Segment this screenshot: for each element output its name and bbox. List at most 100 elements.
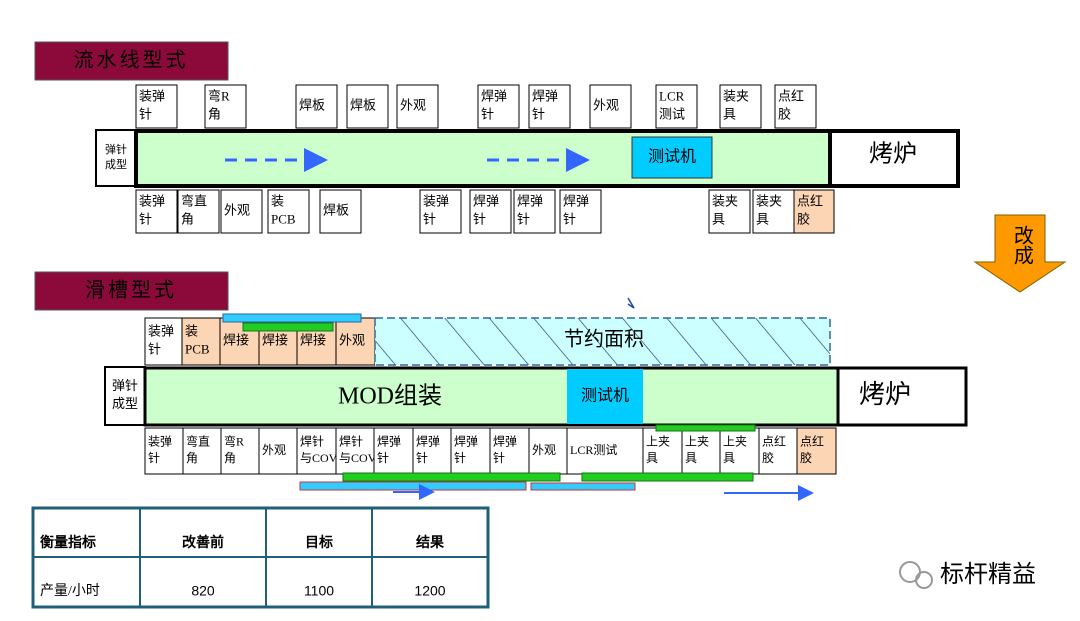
station-box bbox=[396, 84, 439, 129]
station-label: 外观 bbox=[532, 443, 556, 457]
station-box bbox=[655, 84, 698, 129]
station-box bbox=[135, 189, 178, 234]
station-label: 针 bbox=[148, 341, 161, 356]
station-label: 焊接 bbox=[300, 332, 326, 347]
timing-bar bbox=[581, 472, 754, 482]
station-label: 针 bbox=[139, 211, 152, 226]
station-label: 装弹 bbox=[148, 324, 174, 339]
station-label: 弯直 bbox=[186, 434, 210, 449]
station-label: 点红 bbox=[762, 434, 786, 449]
station-label: 焊弹 bbox=[481, 89, 507, 104]
station-box bbox=[295, 84, 338, 129]
station-box bbox=[267, 189, 310, 234]
table-header: 目标 bbox=[305, 534, 333, 551]
station-label: 针 bbox=[532, 106, 545, 121]
timing-bar bbox=[530, 482, 636, 491]
assembly-label: MOD组装 bbox=[338, 383, 442, 410]
station-box bbox=[220, 427, 260, 475]
station-box bbox=[559, 189, 602, 234]
station-label: 针 bbox=[517, 211, 530, 226]
station-label: 胶 bbox=[797, 211, 810, 226]
station-label: PCB bbox=[185, 341, 210, 356]
timing-bar bbox=[655, 424, 756, 432]
table-cell: 1200 bbox=[414, 583, 445, 599]
watermark: 标杆精益 bbox=[940, 560, 1036, 588]
station-label: 弯R bbox=[208, 89, 230, 104]
station-label: 与COV bbox=[300, 451, 338, 465]
station-box bbox=[258, 427, 298, 475]
station-label: 角 bbox=[208, 106, 221, 121]
station-box bbox=[182, 427, 222, 475]
station-box bbox=[144, 427, 184, 475]
station-label: 上夹 bbox=[723, 435, 747, 449]
test-machine-label: 测试机 bbox=[581, 387, 629, 405]
station-label: PCB bbox=[271, 211, 296, 226]
station-box bbox=[708, 189, 751, 234]
station-box bbox=[204, 84, 247, 129]
station-label: 点红 bbox=[797, 194, 823, 209]
test-machine bbox=[631, 136, 713, 179]
station-label: 弯R bbox=[224, 434, 244, 449]
station-label: 装夹 bbox=[712, 194, 738, 209]
station-label: 具 bbox=[712, 211, 725, 226]
change-arrow bbox=[973, 214, 1067, 293]
station-label: 胶 bbox=[800, 450, 812, 465]
station-label: 针 bbox=[563, 211, 576, 226]
station-label: 焊弹 bbox=[473, 194, 499, 209]
station-box bbox=[181, 317, 221, 366]
table-cell: 820 bbox=[191, 583, 215, 599]
station-box bbox=[774, 84, 817, 129]
station-label: 外观 bbox=[400, 97, 426, 112]
station-box bbox=[220, 189, 263, 234]
station-box bbox=[419, 189, 462, 234]
table-header: 改善前 bbox=[182, 534, 224, 551]
station-label: 外观 bbox=[593, 97, 619, 112]
station-label: 装弹 bbox=[423, 194, 449, 209]
station-label: 焊针 bbox=[339, 434, 363, 449]
station-box bbox=[719, 427, 760, 475]
station-label: 角 bbox=[181, 211, 194, 226]
test-machine-label: 测试机 bbox=[648, 148, 696, 166]
station-label: 具 bbox=[723, 451, 735, 465]
station-label: 上夹 bbox=[685, 435, 709, 449]
station-label: 焊弹 bbox=[563, 194, 589, 209]
station-label: 角 bbox=[224, 451, 236, 465]
station-label: 针 bbox=[454, 450, 466, 465]
station-label: 角 bbox=[186, 451, 198, 465]
section-title-box bbox=[34, 271, 229, 311]
station-label: 具 bbox=[723, 106, 736, 121]
station-label: 焊接 bbox=[262, 332, 288, 347]
timing-bar bbox=[242, 322, 334, 332]
station-label: 焊板 bbox=[350, 97, 376, 112]
station-label: 点红 bbox=[778, 89, 804, 104]
station-box bbox=[528, 427, 568, 475]
station-label: 针 bbox=[473, 211, 486, 226]
station-label: 点红 bbox=[800, 434, 824, 449]
station-box bbox=[335, 317, 376, 366]
station-box bbox=[477, 84, 520, 129]
station-label: LCR bbox=[659, 89, 685, 104]
oven-label: 烤炉 bbox=[869, 141, 917, 168]
station-label: 外观 bbox=[224, 202, 250, 217]
station-box bbox=[566, 427, 644, 475]
station-label: 焊针 bbox=[300, 434, 324, 449]
station-box bbox=[135, 84, 178, 129]
station-box bbox=[144, 317, 183, 366]
station-box bbox=[177, 189, 220, 234]
station-label: LCR测试 bbox=[570, 442, 617, 457]
station-label: 针 bbox=[139, 106, 152, 121]
station-label: 装弹 bbox=[139, 89, 165, 104]
station-box bbox=[513, 189, 556, 234]
station-label: 具 bbox=[756, 211, 769, 226]
station-label: 焊弹 bbox=[517, 194, 543, 209]
watermark-icon bbox=[915, 571, 933, 589]
station-label: 焊弹 bbox=[532, 89, 558, 104]
section-title: 流水线型式 bbox=[74, 49, 189, 72]
station-box bbox=[489, 427, 530, 475]
station-box bbox=[793, 189, 835, 234]
test-machine bbox=[567, 369, 643, 424]
station-label: 焊板 bbox=[323, 202, 349, 217]
station-label: 弯直 bbox=[181, 194, 207, 209]
